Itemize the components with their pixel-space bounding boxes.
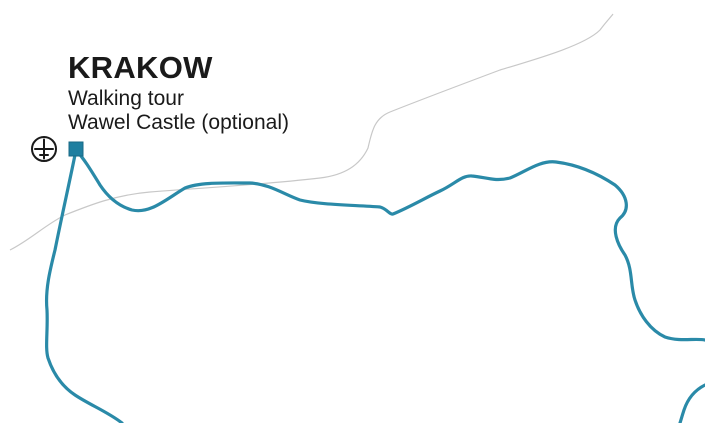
airplane-icon (31, 136, 57, 162)
stop-detail-walking-tour: Walking tour (68, 87, 184, 110)
route-line-southeast (678, 383, 705, 423)
route-line-south (44, 148, 124, 423)
stop-detail-wawel-castle: Wawel Castle (optional) (68, 111, 289, 134)
border-line (9, 13, 614, 251)
route-line-east (74, 148, 705, 342)
square-marker-icon (68, 141, 84, 157)
city-name: KRAKOW (68, 50, 213, 85)
stop-label: KRAKOW Walking tour Wawel Castle (option… (68, 52, 289, 135)
